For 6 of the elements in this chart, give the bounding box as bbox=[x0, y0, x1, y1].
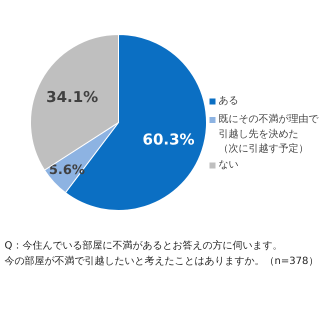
legend-label: ない bbox=[218, 160, 238, 170]
data-label: 60.3% bbox=[142, 130, 195, 148]
text: Q：今住んでいる部屋に不満があるとお答えの方に伺います。今の部屋が不満で引越したいと考えたことはありますか。（n=378） bbox=[4, 240, 318, 267]
legend-label: 既にその不満が理由で引越し先を決めた（次に引越す予定） bbox=[218, 113, 320, 155]
data-label: 34.1% bbox=[46, 88, 98, 106]
legend-label: ある bbox=[218, 96, 238, 106]
